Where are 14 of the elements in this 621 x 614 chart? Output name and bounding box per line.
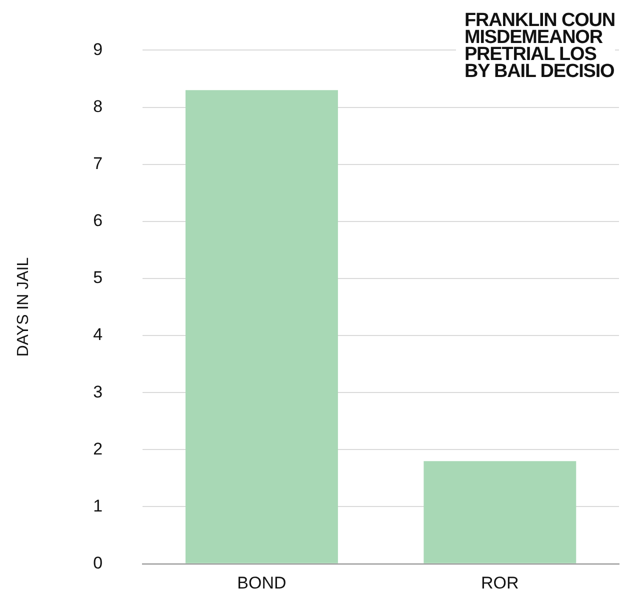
y-tick-label: 9 [93, 40, 103, 59]
y-tick-label: 8 [93, 96, 103, 116]
y-tick-label: 7 [93, 154, 103, 174]
y-tick-label: 3 [93, 382, 103, 402]
y-tick-label: 4 [93, 325, 103, 344]
x-tick-label: ROR [481, 574, 519, 593]
y-tick-label: 2 [93, 439, 103, 458]
y-tick-label: 5 [93, 268, 103, 288]
chart-title: FRANKLIN COUN MISDEMEANOR PRETRIAL LOS BY BAIL DECISIO [456, 10, 615, 82]
y-tick-label: 0 [93, 553, 103, 572]
y-axis-title: DAYS IN JAIL [15, 257, 32, 357]
x-tick-label: BOND [237, 574, 286, 593]
y-tick-label: 1 [93, 496, 103, 516]
y-tick-label: 6 [93, 211, 103, 230]
